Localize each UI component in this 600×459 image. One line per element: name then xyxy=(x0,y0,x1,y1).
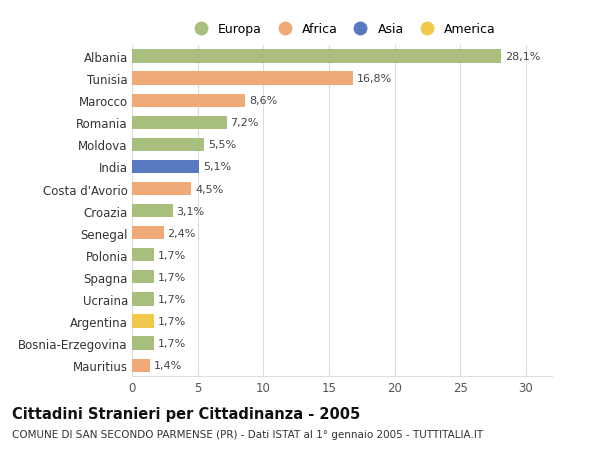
Text: 5,5%: 5,5% xyxy=(208,140,236,150)
Bar xyxy=(132,337,154,350)
Text: 16,8%: 16,8% xyxy=(356,74,392,84)
Text: 1,7%: 1,7% xyxy=(158,338,187,348)
Bar xyxy=(132,95,245,107)
Legend: Europa, Africa, Asia, America: Europa, Africa, Asia, America xyxy=(188,23,496,36)
Text: 1,7%: 1,7% xyxy=(158,272,187,282)
Text: 1,7%: 1,7% xyxy=(158,294,187,304)
Text: 1,7%: 1,7% xyxy=(158,316,187,326)
Bar xyxy=(132,249,154,262)
Bar xyxy=(132,293,154,306)
Bar xyxy=(132,139,204,151)
Text: 3,1%: 3,1% xyxy=(176,206,205,216)
Bar xyxy=(132,315,154,328)
Bar xyxy=(132,183,191,196)
Bar xyxy=(132,117,227,129)
Text: 1,4%: 1,4% xyxy=(154,360,182,370)
Text: 8,6%: 8,6% xyxy=(249,96,277,106)
Bar xyxy=(132,271,154,284)
Text: Cittadini Stranieri per Cittadinanza - 2005: Cittadini Stranieri per Cittadinanza - 2… xyxy=(12,406,360,421)
Text: 1,7%: 1,7% xyxy=(158,250,187,260)
Bar xyxy=(132,205,173,218)
Text: 2,4%: 2,4% xyxy=(167,228,196,238)
Bar xyxy=(132,161,199,174)
Bar xyxy=(132,227,163,240)
Bar xyxy=(132,50,501,63)
Text: 5,1%: 5,1% xyxy=(203,162,231,172)
Bar xyxy=(132,73,353,85)
Text: COMUNE DI SAN SECONDO PARMENSE (PR) - Dati ISTAT al 1° gennaio 2005 - TUTTITALIA: COMUNE DI SAN SECONDO PARMENSE (PR) - Da… xyxy=(12,429,483,439)
Text: 7,2%: 7,2% xyxy=(230,118,259,128)
Text: 28,1%: 28,1% xyxy=(505,52,540,62)
Bar xyxy=(132,359,151,372)
Text: 4,5%: 4,5% xyxy=(195,184,223,194)
